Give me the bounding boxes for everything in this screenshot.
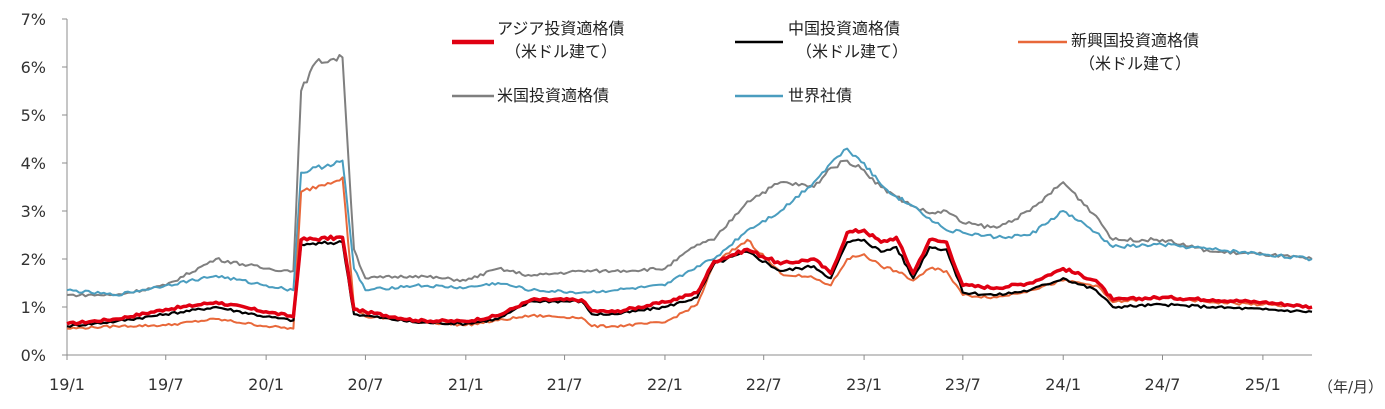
- legend: アジア投資適格債 （米ドル建て） 中国投資適格債 （米ドル建て） 新興国投資適格債 （米ド…: [452, 19, 1199, 105]
- x-tick-label: 23/7: [945, 375, 981, 394]
- x-tick-label: 25/1: [1245, 375, 1281, 394]
- y-tick-label: 1%: [21, 298, 46, 317]
- x-tick-label: 20/7: [347, 375, 383, 394]
- y-tick-label: 2%: [21, 250, 46, 269]
- x-tick-label: 19/1: [49, 375, 85, 394]
- x-tick-label: 24/7: [1145, 375, 1181, 394]
- x-tick-label: 22/1: [647, 375, 683, 394]
- y-tick-label: 0%: [21, 346, 46, 365]
- series-line: [66, 147, 1313, 297]
- x-tick-label: 21/7: [547, 375, 583, 394]
- axes: 0% 1% 2% 3% 4% 5% 6% 7% 19/1 19/7 20/1 20/7 21/1 21/7…: [21, 10, 1312, 394]
- x-tick-label: 20/1: [248, 375, 284, 394]
- series-line: [66, 54, 1313, 298]
- x-unit-label: （年/月）: [1318, 378, 1383, 396]
- legend-label: 世界社債: [788, 86, 852, 105]
- legend-label-line2: （米ドル建て）: [505, 42, 617, 61]
- y-tick-label: 7%: [21, 10, 46, 29]
- legend-label: アジア投資適格債: [497, 19, 624, 38]
- legend-label: 新興国投資適格債: [1071, 31, 1199, 50]
- x-tick-label: 21/1: [448, 375, 484, 394]
- x-tick-label: 19/7: [148, 375, 184, 394]
- legend-label: 中国投資適格債: [788, 19, 900, 38]
- y-tick-label: 5%: [21, 106, 46, 125]
- y-tick-label: 4%: [21, 154, 46, 173]
- x-tick-label: 23/1: [846, 375, 882, 394]
- series-layer: [66, 54, 1313, 330]
- series-line: [66, 228, 1313, 326]
- y-tick-label: 3%: [21, 202, 46, 221]
- y-tick-label: 6%: [21, 58, 46, 77]
- series-line: [66, 176, 1313, 330]
- legend-label-line2: （米ドル建て）: [796, 42, 908, 61]
- x-tick-label: 24/1: [1045, 375, 1081, 394]
- series-line: [66, 238, 1313, 328]
- x-tick-label: 22/7: [746, 375, 782, 394]
- legend-label: 米国投資適格債: [497, 86, 609, 105]
- legend-label-line2: （米ドル建て）: [1079, 54, 1191, 73]
